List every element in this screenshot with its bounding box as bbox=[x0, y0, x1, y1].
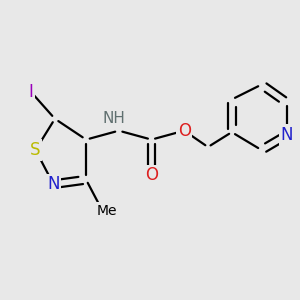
Text: O: O bbox=[178, 122, 191, 140]
Text: I: I bbox=[29, 83, 34, 101]
Text: NH: NH bbox=[103, 111, 126, 126]
Text: O: O bbox=[145, 166, 158, 184]
Text: Me: Me bbox=[97, 204, 117, 218]
Text: N: N bbox=[47, 175, 60, 193]
Text: S: S bbox=[30, 141, 41, 159]
Text: N: N bbox=[280, 126, 293, 144]
